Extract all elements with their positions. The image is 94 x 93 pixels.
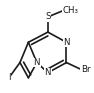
Text: N: N bbox=[63, 38, 70, 47]
Text: I: I bbox=[8, 73, 10, 82]
Text: Br: Br bbox=[81, 65, 90, 74]
Text: S: S bbox=[45, 12, 51, 21]
Text: N: N bbox=[34, 58, 40, 67]
Text: CH₃: CH₃ bbox=[62, 7, 78, 16]
Text: N: N bbox=[45, 68, 51, 77]
